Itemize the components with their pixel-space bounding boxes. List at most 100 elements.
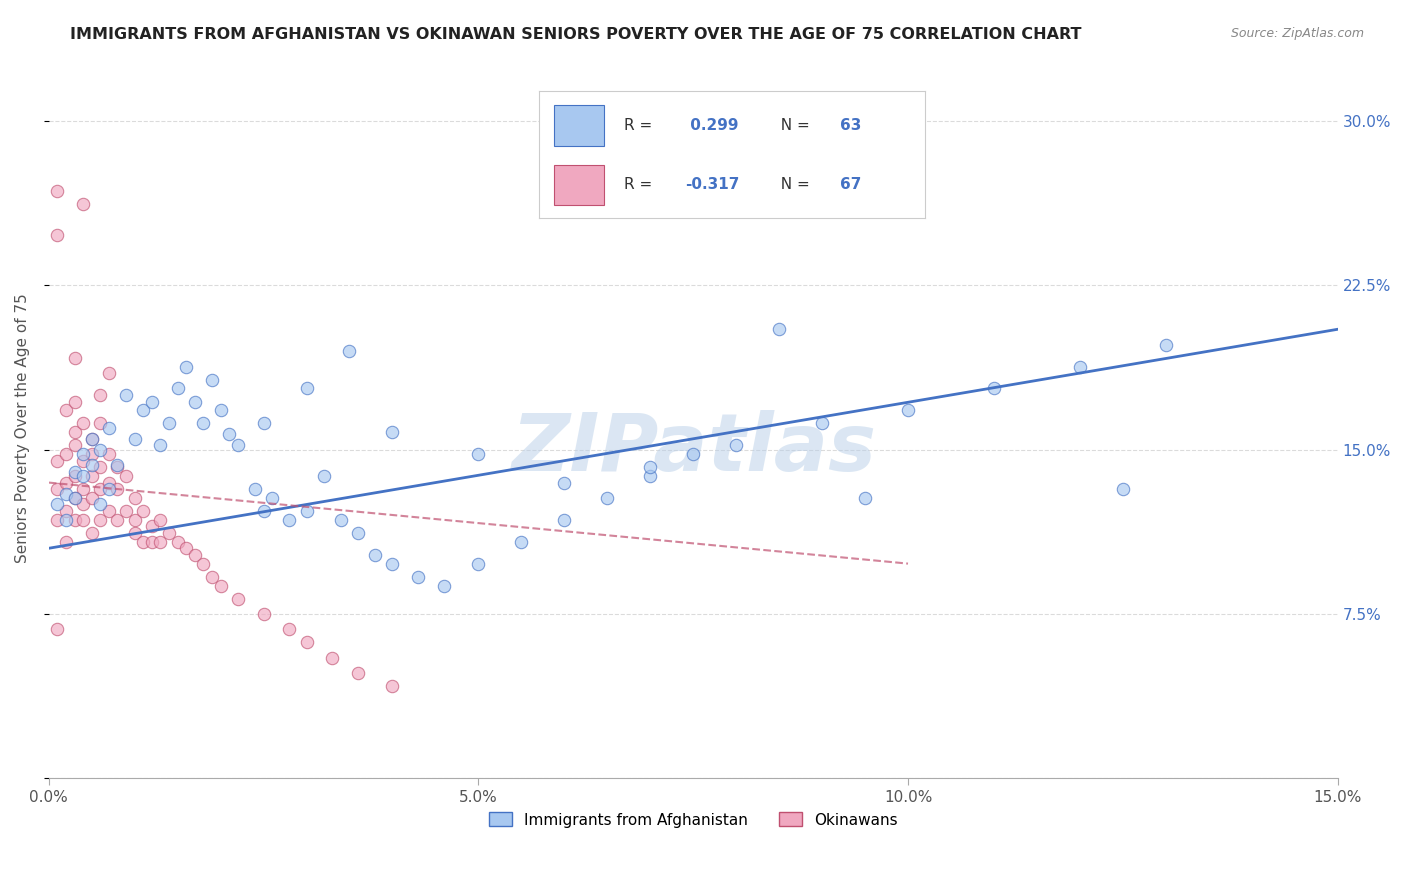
Point	[201, 373, 224, 387]
Point	[72, 447, 94, 461]
Point	[381, 557, 404, 571]
Point	[1069, 359, 1091, 374]
Point	[97, 421, 120, 435]
Point	[467, 557, 489, 571]
Point	[553, 513, 575, 527]
Point	[295, 504, 318, 518]
Point	[63, 394, 86, 409]
Point	[149, 438, 172, 452]
Point	[46, 498, 69, 512]
Point	[89, 442, 111, 457]
Point	[381, 679, 404, 693]
Point	[55, 534, 77, 549]
Point	[596, 491, 619, 505]
Point	[226, 591, 249, 606]
Point	[63, 438, 86, 452]
Point	[278, 513, 301, 527]
Point	[72, 513, 94, 527]
Point	[55, 475, 77, 490]
Point	[115, 388, 138, 402]
Point	[638, 460, 661, 475]
Point	[97, 482, 120, 496]
Point	[107, 460, 129, 475]
Point	[46, 482, 69, 496]
Point	[141, 534, 163, 549]
Point	[811, 417, 834, 431]
Point	[295, 381, 318, 395]
Point	[768, 322, 790, 336]
Point	[63, 513, 86, 527]
Point	[209, 403, 232, 417]
Text: Source: ZipAtlas.com: Source: ZipAtlas.com	[1230, 27, 1364, 40]
Point	[89, 513, 111, 527]
Point	[381, 425, 404, 440]
Point	[97, 504, 120, 518]
Point	[853, 491, 876, 505]
Point	[80, 432, 103, 446]
Point	[55, 403, 77, 417]
Point	[682, 447, 704, 461]
Point	[184, 394, 207, 409]
Point	[347, 525, 370, 540]
Point	[184, 548, 207, 562]
Point	[725, 438, 748, 452]
Point	[72, 197, 94, 211]
Point	[226, 438, 249, 452]
Point	[347, 666, 370, 681]
Point	[124, 491, 146, 505]
Point	[80, 432, 103, 446]
Point	[72, 453, 94, 467]
Point	[339, 344, 361, 359]
Point	[243, 482, 266, 496]
Point	[132, 403, 155, 417]
Point	[141, 394, 163, 409]
Point	[115, 469, 138, 483]
Point	[553, 475, 575, 490]
Point	[132, 504, 155, 518]
Point	[433, 578, 456, 592]
Point	[124, 513, 146, 527]
Point	[89, 417, 111, 431]
Point	[193, 417, 215, 431]
Point	[638, 469, 661, 483]
Point	[295, 635, 318, 649]
Point	[80, 525, 103, 540]
Point	[406, 570, 429, 584]
Point	[89, 388, 111, 402]
Point	[329, 513, 352, 527]
Point	[97, 366, 120, 380]
Point	[46, 228, 69, 243]
Point	[63, 425, 86, 440]
Point	[321, 650, 343, 665]
Point	[55, 504, 77, 518]
Point	[63, 351, 86, 365]
Y-axis label: Seniors Poverty Over the Age of 75: Seniors Poverty Over the Age of 75	[15, 293, 30, 563]
Point	[252, 417, 274, 431]
Point	[252, 504, 274, 518]
Point	[312, 469, 335, 483]
Point	[55, 486, 77, 500]
Point	[193, 557, 215, 571]
Point	[89, 498, 111, 512]
Point	[63, 491, 86, 505]
Point	[80, 491, 103, 505]
Point	[46, 453, 69, 467]
Point	[89, 460, 111, 475]
Point	[63, 469, 86, 483]
Point	[97, 447, 120, 461]
Point	[201, 570, 224, 584]
Point	[55, 447, 77, 461]
Legend: Immigrants from Afghanistan, Okinawans: Immigrants from Afghanistan, Okinawans	[482, 806, 904, 834]
Point	[63, 465, 86, 479]
Point	[983, 381, 1005, 395]
Point	[278, 623, 301, 637]
Point	[80, 458, 103, 472]
Point	[89, 482, 111, 496]
Point	[72, 482, 94, 496]
Point	[124, 432, 146, 446]
Point	[252, 607, 274, 621]
Point	[97, 475, 120, 490]
Point	[1154, 337, 1177, 351]
Point	[124, 525, 146, 540]
Point	[72, 469, 94, 483]
